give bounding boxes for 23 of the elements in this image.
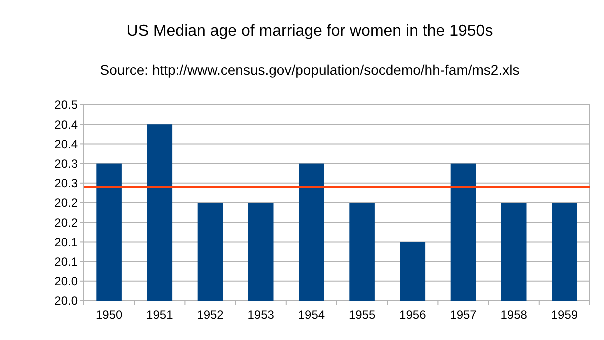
chart-subtitle: Source: http://www.census.gov/population/socdemo/hh-fam/ms2.xls — [100, 62, 520, 78]
y-tick-label: 20.1 — [54, 255, 78, 269]
y-tick-label: 20.1 — [54, 235, 78, 250]
y-tick-label: 20.2 — [54, 216, 78, 230]
x-tick-label: 1954 — [298, 308, 326, 322]
y-tick-label: 20.3 — [54, 157, 78, 171]
y-tick-label: 20.4 — [54, 118, 78, 132]
x-tick-label: 1958 — [500, 308, 528, 322]
x-tick-label: 1959 — [551, 308, 578, 322]
x-tick-label: 1955 — [348, 308, 376, 322]
y-tick-label: 20.0 — [54, 274, 78, 289]
chart-title: US Median age of marriage for women in the 1950s — [126, 23, 494, 40]
y-tick-label: 20.2 — [54, 196, 78, 210]
y-tick-label: 20.0 — [54, 294, 78, 308]
y-tick-label: 20.5 — [54, 98, 78, 112]
y-tick-label: 20.3 — [54, 176, 78, 191]
x-tick-label: 1957 — [450, 308, 478, 322]
x-tick-label: 1950 — [96, 308, 123, 322]
x-tick-label: 1953 — [248, 308, 275, 322]
x-tick-label: 1956 — [400, 308, 427, 322]
x-tick-label: 1952 — [197, 308, 224, 322]
y-tick-label: 20.4 — [54, 137, 78, 152]
x-tick-label: 1951 — [146, 308, 174, 322]
